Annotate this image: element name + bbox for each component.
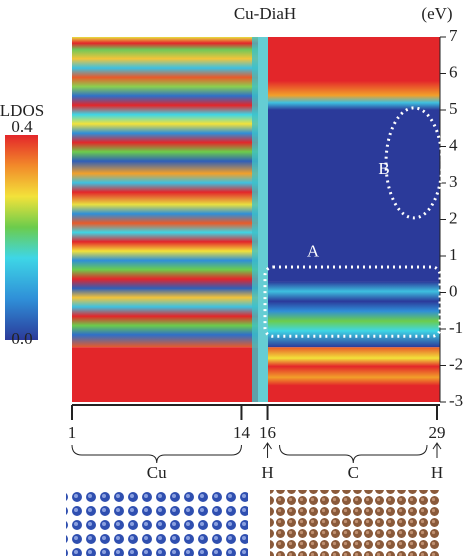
y-tick-label: 6 (449, 62, 458, 81)
heat-region (268, 37, 440, 110)
colorbar-tick-label: 0.0 (11, 329, 32, 348)
group-label: Cu (147, 463, 167, 482)
arrow (432, 442, 442, 458)
heat-region (268, 281, 440, 348)
heat-region (72, 37, 258, 348)
colorbar-label: LDOS (0, 101, 44, 120)
heat-region (252, 37, 268, 402)
group-label: H (261, 463, 273, 482)
y-tick-label: -1 (449, 318, 463, 337)
heat-region (268, 110, 440, 282)
annotation-label: A (307, 241, 320, 260)
x-tick-label: 29 (429, 423, 446, 442)
annotation-box (263, 265, 442, 338)
x-tick-label: 1 (68, 423, 77, 442)
arrow (263, 442, 272, 458)
heat-region (72, 347, 258, 402)
x-tick-label: 14 (233, 423, 251, 442)
colorbar-tick-label: 0.4 (11, 117, 33, 136)
brace (71, 444, 242, 464)
cu-structure (66, 490, 248, 556)
y-tick-label: 0 (449, 281, 458, 300)
heatmap (72, 37, 440, 402)
y-tick-label: 1 (449, 245, 458, 264)
brace (279, 444, 428, 464)
annotation-label: B (378, 159, 389, 178)
annotation-ellipse (384, 106, 444, 220)
heat-region (268, 347, 440, 402)
y-tick-label: -2 (449, 354, 463, 373)
y-tick-label: 7 (449, 26, 458, 45)
y-tick-label: 3 (449, 172, 458, 191)
colorbar (5, 135, 38, 340)
y-tick-label: 4 (449, 135, 458, 154)
group-label: H (431, 463, 443, 482)
y-tick-label: -3 (449, 391, 463, 410)
diamond-structure (270, 490, 440, 556)
x-tick-label: 16 (259, 423, 276, 442)
group-label: C (348, 463, 359, 482)
y-tick-label: 2 (449, 208, 458, 227)
chart-title: Cu-DiaH (234, 4, 296, 23)
y-tick-label: 5 (449, 99, 458, 118)
y-unit: (eV) (421, 4, 452, 23)
